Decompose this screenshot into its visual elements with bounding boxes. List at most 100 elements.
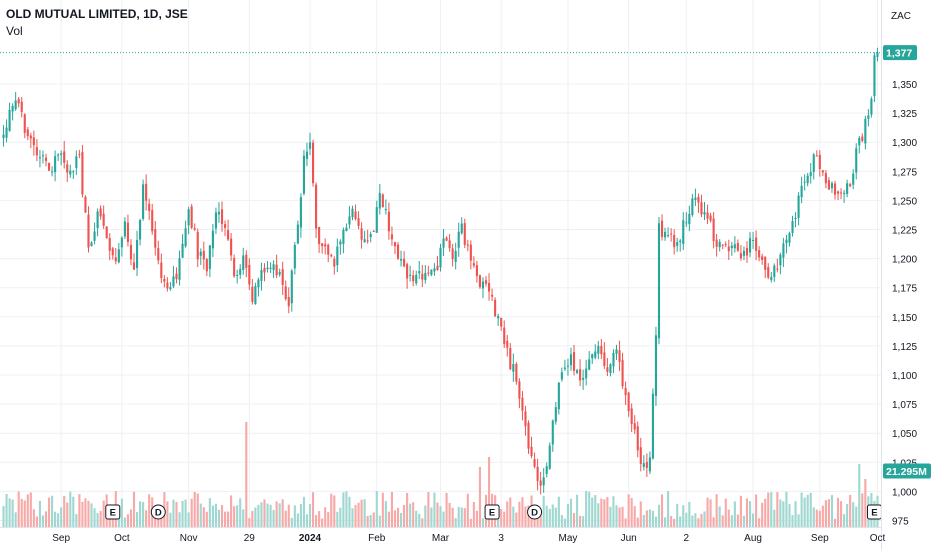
candle-body [348, 216, 351, 225]
candle-body [339, 241, 342, 245]
candle-body [548, 445, 551, 469]
candle-body [788, 233, 791, 243]
candle-body [284, 286, 287, 299]
volume-bar [785, 491, 788, 527]
volume-bar [135, 511, 139, 527]
volume-bar [172, 499, 175, 527]
candle-body [566, 365, 570, 367]
time-tick-label: Nov [180, 533, 198, 544]
volume-bar [755, 494, 758, 527]
candle-body [415, 275, 418, 284]
volume-bar [846, 503, 849, 527]
volume-bar [445, 492, 448, 527]
time-axis[interactable]: Sep Oct Nov 29 2024 Feb Mar 3 May Jun 2 Aug Sep Oct [52, 533, 885, 544]
candle-body [606, 367, 609, 372]
candle-body [858, 137, 861, 146]
candle-body [266, 267, 269, 270]
volume-bar [797, 514, 800, 527]
volume-bar [305, 514, 309, 527]
volume-bar [187, 512, 190, 527]
volume-bar [761, 502, 764, 527]
currency-badge[interactable] [884, 5, 918, 25]
volume-bar [366, 515, 369, 527]
price-axis[interactable]: 9751,0001,0251,0501,0751,1001,1251,1501,… [892, 80, 917, 528]
candle-body [742, 250, 746, 256]
candle-body [72, 171, 75, 173]
candle-body [412, 275, 415, 282]
candle-body [360, 228, 363, 240]
volume-bar [630, 498, 633, 527]
volume-bar [436, 502, 439, 527]
candle-body [354, 211, 357, 219]
price-tick-label: 1,100 [892, 371, 917, 382]
volume-bar [442, 511, 445, 527]
candle-body [518, 381, 521, 399]
candle-body [296, 224, 299, 244]
volume-bar [539, 515, 542, 527]
volume-bar [773, 509, 776, 527]
candle-body [849, 184, 852, 187]
volume-bar [84, 498, 87, 527]
volume-bar [615, 505, 618, 527]
volume-bar [597, 503, 600, 527]
volume-bar [223, 511, 227, 527]
candle-body [330, 255, 333, 257]
candle-body [682, 220, 685, 245]
volume-bar [330, 493, 333, 527]
candle-body [275, 264, 278, 276]
volume-bar [263, 499, 266, 527]
dividend-marker[interactable] [150, 504, 166, 520]
volume-bar [145, 510, 148, 527]
dividend-marker[interactable] [527, 504, 543, 520]
volume-bar [217, 509, 221, 527]
candle-body [403, 258, 406, 267]
volume-bar [205, 511, 208, 527]
time-tick-label: 2024 [299, 533, 322, 544]
candle-body [718, 241, 721, 248]
candle-body [870, 98, 873, 115]
candle-body [627, 392, 630, 412]
volume-bar [78, 494, 81, 527]
candle-body [748, 238, 752, 253]
volume-bar [533, 513, 536, 527]
price-tick-label: 1,250 [892, 196, 917, 207]
volume-bar [803, 497, 806, 527]
volume-bar [724, 498, 727, 527]
candle-body [233, 258, 236, 277]
candle-body [111, 248, 114, 256]
event-marker-label: E [489, 508, 495, 519]
event-marker-label: D [531, 508, 538, 519]
volume-bar [609, 506, 612, 527]
candle-body [245, 254, 248, 268]
volume-bar [293, 505, 296, 527]
volume-bar [35, 516, 38, 527]
candle-body [5, 127, 8, 138]
volume-bar [296, 513, 299, 527]
volume-bar [730, 515, 733, 527]
candle-body [536, 466, 539, 481]
candle-body [8, 109, 11, 131]
candle-body [569, 354, 573, 366]
price-tick-label: 1,200 [892, 255, 917, 266]
volume-bar [378, 515, 381, 527]
earnings-marker[interactable] [105, 504, 121, 520]
candle-body [199, 251, 202, 256]
candle-body [63, 151, 66, 163]
volume-bar [336, 511, 339, 527]
volume-bar [861, 493, 864, 527]
volume-bar [478, 467, 482, 527]
candle-body [375, 207, 378, 233]
candle-body [105, 226, 108, 239]
volume-bar [339, 507, 342, 527]
candle-body [487, 283, 491, 292]
volume-bar [579, 515, 582, 527]
candle-body [108, 238, 111, 251]
candle-body [758, 250, 761, 258]
candle-body [776, 268, 779, 270]
candle-body [709, 215, 712, 221]
candle-body [120, 237, 123, 248]
volume-bar [697, 518, 700, 527]
candle-body [572, 352, 576, 371]
earnings-marker[interactable] [484, 504, 500, 520]
